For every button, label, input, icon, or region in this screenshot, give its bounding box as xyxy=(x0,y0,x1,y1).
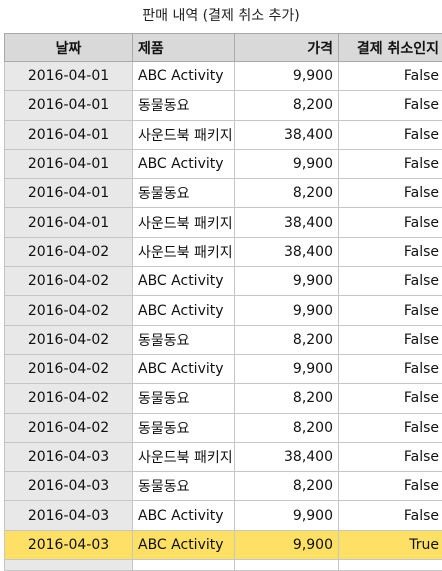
column-header-cancelled[interactable]: 결제 취소인지 xyxy=(339,34,442,62)
cell-product[interactable]: 동물동요 xyxy=(133,384,235,413)
cell-price[interactable]: 38,400 xyxy=(235,208,339,237)
cell-cancelled[interactable]: False xyxy=(339,208,442,237)
cell-date[interactable]: 2016-04-02 xyxy=(5,296,133,325)
cell-product[interactable]: 동물동요 xyxy=(133,413,235,442)
cell-product[interactable]: ABC Activity xyxy=(133,62,235,91)
cell-price[interactable]: 9,900 xyxy=(235,62,339,91)
empty-cell xyxy=(5,560,133,571)
cell-cancelled[interactable]: False xyxy=(339,62,442,91)
empty-cell xyxy=(339,560,442,571)
cell-product[interactable]: ABC Activity xyxy=(133,296,235,325)
table-caption: 판매 내역 (결제 취소 추가) xyxy=(0,0,442,33)
cell-price[interactable]: 9,900 xyxy=(235,149,339,178)
cell-date[interactable]: 2016-04-02 xyxy=(5,267,133,296)
cell-date[interactable]: 2016-04-01 xyxy=(5,91,133,120)
cell-cancelled[interactable]: False xyxy=(339,325,442,354)
cell-price[interactable]: 8,200 xyxy=(235,91,339,120)
cell-product[interactable]: 동물동요 xyxy=(133,472,235,501)
cell-date[interactable]: 2016-04-01 xyxy=(5,120,133,149)
cell-product[interactable]: 사운드북 패키지 xyxy=(133,442,235,471)
cell-price[interactable]: 38,400 xyxy=(235,442,339,471)
cell-date[interactable]: 2016-04-02 xyxy=(5,354,133,383)
cell-date[interactable]: 2016-04-03 xyxy=(5,501,133,530)
cell-date[interactable]: 2016-04-01 xyxy=(5,208,133,237)
cell-date[interactable]: 2016-04-02 xyxy=(5,413,133,442)
cell-date[interactable]: 2016-04-03 xyxy=(5,530,133,559)
cell-cancelled[interactable]: False xyxy=(339,442,442,471)
cell-price[interactable]: 38,400 xyxy=(235,120,339,149)
cell-date[interactable]: 2016-04-02 xyxy=(5,384,133,413)
cell-product[interactable]: ABC Activity xyxy=(133,530,235,559)
empty-cell xyxy=(133,560,235,571)
cell-date[interactable]: 2016-04-01 xyxy=(5,179,133,208)
cell-product[interactable]: 동물동요 xyxy=(133,325,235,354)
header-row: 날짜 제품 가격 결제 취소인지 xyxy=(5,34,442,62)
cell-product[interactable]: ABC Activity xyxy=(133,149,235,178)
cell-date[interactable]: 2016-04-03 xyxy=(5,442,133,471)
empty-row xyxy=(5,560,442,571)
cell-cancelled[interactable]: False xyxy=(339,413,442,442)
cell-cancelled[interactable]: False xyxy=(339,354,442,383)
column-header-date[interactable]: 날짜 xyxy=(5,34,133,62)
cell-cancelled[interactable]: False xyxy=(339,149,442,178)
cell-date[interactable]: 2016-04-01 xyxy=(5,62,133,91)
cell-date[interactable]: 2016-04-03 xyxy=(5,472,133,501)
cell-price[interactable]: 9,900 xyxy=(235,296,339,325)
cell-cancelled[interactable]: False xyxy=(339,501,442,530)
cell-date[interactable]: 2016-04-01 xyxy=(5,149,133,178)
cell-price[interactable]: 9,900 xyxy=(235,530,339,559)
column-header-product[interactable]: 제품 xyxy=(133,34,235,62)
cell-cancelled[interactable]: False xyxy=(339,91,442,120)
cell-cancelled[interactable]: False xyxy=(339,179,442,208)
cell-price[interactable]: 9,900 xyxy=(235,354,339,383)
cell-product[interactable]: ABC Activity xyxy=(133,354,235,383)
cell-product[interactable]: 사운드북 패키지 xyxy=(133,208,235,237)
cell-product[interactable]: 사운드북 패키지 xyxy=(133,120,235,149)
cell-product[interactable]: 사운드북 패키지 xyxy=(133,237,235,266)
cell-price[interactable]: 9,900 xyxy=(235,501,339,530)
empty-cell xyxy=(235,560,339,571)
cell-product[interactable]: ABC Activity xyxy=(133,267,235,296)
cell-cancelled[interactable]: False xyxy=(339,384,442,413)
cell-price[interactable]: 8,200 xyxy=(235,325,339,354)
cell-cancelled[interactable]: True xyxy=(339,530,442,559)
cell-cancelled[interactable]: False xyxy=(339,237,442,266)
column-header-price[interactable]: 가격 xyxy=(235,34,339,62)
cell-cancelled[interactable]: False xyxy=(339,267,442,296)
cell-product[interactable]: 동물동요 xyxy=(133,91,235,120)
cell-cancelled[interactable]: False xyxy=(339,120,442,149)
cell-date[interactable]: 2016-04-02 xyxy=(5,325,133,354)
cell-cancelled[interactable]: False xyxy=(339,296,442,325)
cell-price[interactable]: 8,200 xyxy=(235,413,339,442)
cell-price[interactable]: 8,200 xyxy=(235,472,339,501)
cell-date[interactable]: 2016-04-02 xyxy=(5,237,133,266)
cell-price[interactable]: 8,200 xyxy=(235,384,339,413)
cell-cancelled[interactable]: False xyxy=(339,472,442,501)
cell-price[interactable]: 38,400 xyxy=(235,237,339,266)
cell-product[interactable]: 동물동요 xyxy=(133,179,235,208)
cell-product[interactable]: ABC Activity xyxy=(133,501,235,530)
cell-price[interactable]: 9,900 xyxy=(235,267,339,296)
cell-price[interactable]: 8,200 xyxy=(235,179,339,208)
